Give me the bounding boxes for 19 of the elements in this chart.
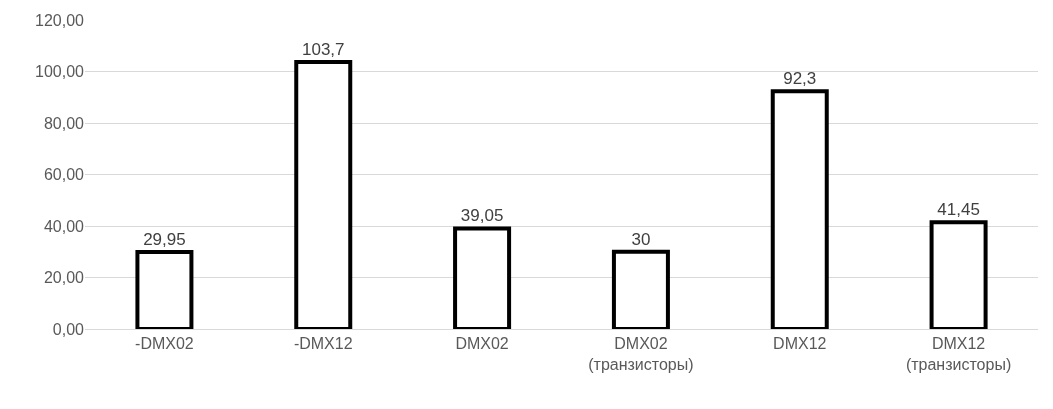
- data-label: 92,3: [783, 69, 817, 89]
- x-tick-label: DMX02 (транзисторы): [588, 335, 694, 373]
- data-label: 39,05: [460, 206, 504, 226]
- data-label: 29,95: [143, 229, 186, 249]
- x-tick-label: DMX12 (транзисторы): [905, 335, 1012, 373]
- y-tick-label: 60,00: [43, 166, 85, 184]
- x-tick-label: -DMX02: [135, 335, 194, 353]
- y-tick-label: 80,00: [43, 114, 85, 132]
- y-tick-label: 120,00: [35, 11, 85, 29]
- y-tick-label: 40,00: [43, 217, 85, 235]
- x-tick-label: DMX02: [455, 335, 509, 353]
- data-label: 103,7: [301, 39, 345, 59]
- x-tick-label: -DMX12: [293, 335, 353, 353]
- data-label: 41,45: [937, 200, 980, 220]
- data-label: 30: [631, 229, 651, 249]
- x-tick-label: DMX12: [773, 335, 827, 353]
- y-tick-label: 100,00: [35, 63, 85, 81]
- y-tick-label: 20,00: [43, 269, 85, 287]
- y-tick-label: 0,00: [52, 320, 85, 338]
